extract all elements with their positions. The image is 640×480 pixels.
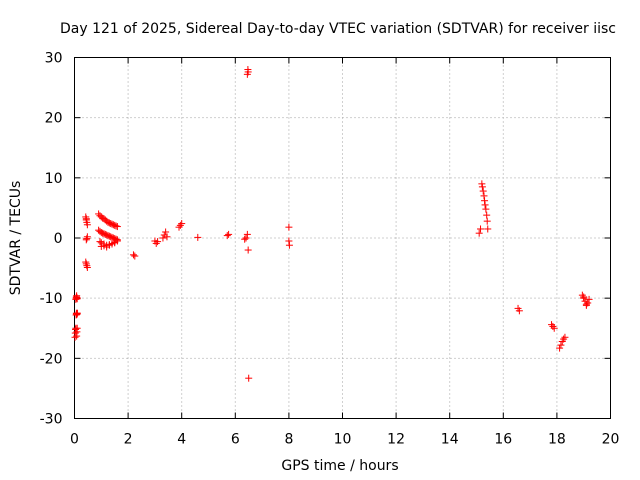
data-point <box>479 187 487 195</box>
data-point <box>580 293 588 301</box>
data-point <box>82 260 90 268</box>
data-point <box>549 322 557 330</box>
data-point <box>478 183 486 191</box>
x-tick-label: 16 <box>494 432 512 448</box>
data-point <box>111 239 119 247</box>
data-point <box>245 374 253 382</box>
data-point <box>175 223 183 231</box>
data-point <box>112 235 120 243</box>
data-point <box>481 197 489 205</box>
y-tick-label: 0 <box>54 231 63 247</box>
data-point <box>242 234 250 242</box>
data-point <box>483 211 491 219</box>
data-point <box>82 215 90 223</box>
data-point <box>560 335 568 343</box>
data-point <box>83 235 91 243</box>
x-tick-label: 6 <box>231 432 240 448</box>
data-point <box>480 192 488 200</box>
y-tick-label: -20 <box>40 351 63 367</box>
data-point <box>131 252 139 260</box>
data-point <box>113 223 121 231</box>
data-point <box>484 225 492 233</box>
x-tick-label: 2 <box>124 432 133 448</box>
data-point <box>82 236 90 244</box>
y-tick-label: 30 <box>45 51 63 67</box>
data-point <box>548 321 556 329</box>
data-point <box>244 246 252 254</box>
data-point <box>73 310 81 318</box>
data-point <box>83 263 91 271</box>
x-axis-label: GPS time / hours <box>281 458 398 474</box>
x-tick-label: 0 <box>70 432 79 448</box>
x-tick-label: 8 <box>284 432 293 448</box>
y-tick-label: 10 <box>45 171 63 187</box>
data-point <box>550 324 558 332</box>
data-point <box>285 237 293 245</box>
data-point <box>82 213 90 221</box>
grid-lines <box>74 57 611 419</box>
data-point <box>162 228 170 236</box>
y-tick-label: 20 <box>45 111 63 127</box>
data-point <box>585 295 593 303</box>
data-point <box>159 234 167 242</box>
y-axis-label: SDTVAR / TECUs <box>8 181 24 296</box>
data-point <box>194 233 202 241</box>
chart-title: Day 121 of 2025, Sidereal Day-to-day VTE… <box>60 21 616 37</box>
data-point <box>578 291 586 299</box>
y-tick-label: -30 <box>40 412 63 428</box>
data-point <box>243 230 251 238</box>
data-point <box>152 239 160 247</box>
data-point <box>225 230 233 238</box>
data-point <box>515 307 523 315</box>
data-point <box>561 333 569 341</box>
data-points <box>71 66 593 382</box>
data-point <box>478 180 486 188</box>
data-point <box>244 68 252 76</box>
data-point <box>73 295 81 303</box>
x-tick-label: 4 <box>177 432 186 448</box>
data-point <box>82 258 90 266</box>
x-tick-label: 12 <box>387 432 405 448</box>
data-point <box>475 229 483 237</box>
data-point <box>483 217 491 225</box>
data-point <box>178 220 186 228</box>
x-tick-label: 14 <box>441 432 459 448</box>
data-point <box>112 222 120 230</box>
x-tick-label: 20 <box>602 432 620 448</box>
data-point <box>556 344 564 352</box>
x-tick-label: 10 <box>334 432 352 448</box>
data-point <box>176 221 184 229</box>
data-point <box>477 225 485 233</box>
data-point <box>481 201 489 209</box>
data-point <box>241 235 249 243</box>
data-point <box>96 238 104 246</box>
data-point <box>73 324 81 332</box>
data-point <box>582 301 590 309</box>
data-point <box>83 233 91 241</box>
data-point <box>73 309 81 317</box>
data-point <box>223 232 231 240</box>
data-point <box>557 341 565 349</box>
data-point <box>83 221 91 229</box>
data-point <box>154 238 162 246</box>
x-tick-label: 18 <box>548 432 566 448</box>
data-point <box>163 233 171 241</box>
tick-labels: 0 2 4 6 8 10 12 14 16 18 20 -30 -20 -10 0 10 20 30 <box>40 51 620 448</box>
y-tick-label: -10 <box>40 291 63 307</box>
data-point <box>83 262 91 270</box>
data-point <box>482 205 490 213</box>
data-point <box>285 223 293 231</box>
data-point <box>129 251 137 259</box>
data-point <box>285 241 293 249</box>
